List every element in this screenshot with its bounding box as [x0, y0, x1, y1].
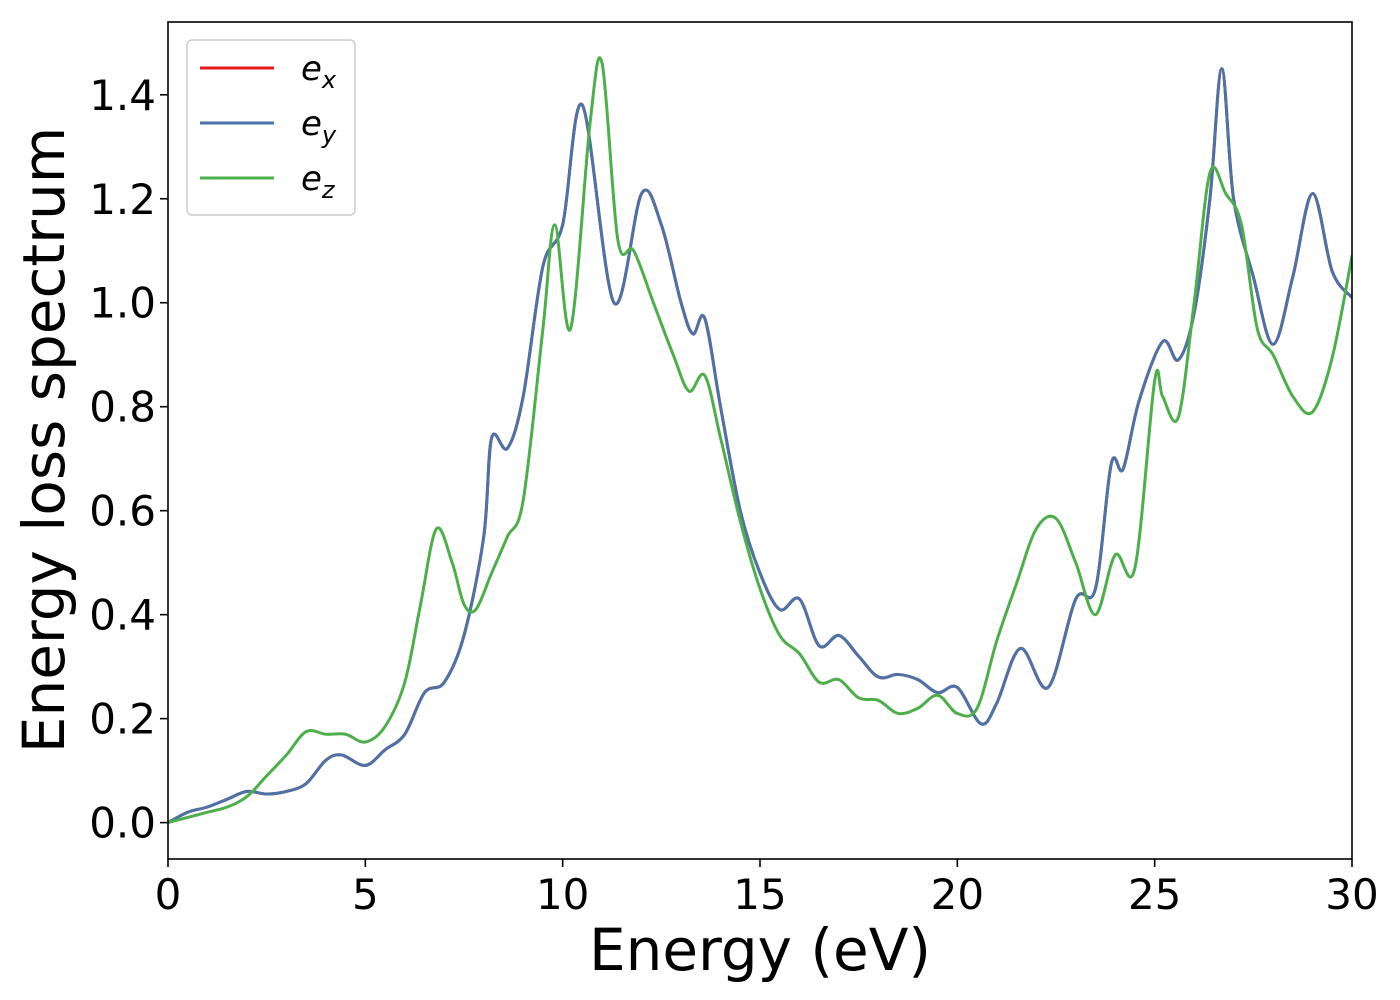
y-tick-label: 0.8 — [89, 383, 156, 432]
legend-label-x: ex — [301, 49, 337, 94]
y-tick-label: 0.4 — [89, 591, 156, 640]
x-axis-title: Energy (eV) — [589, 916, 931, 984]
legend-label-y: ey — [301, 104, 337, 149]
y-axis-title: Energy loss spectrum — [10, 127, 78, 753]
legend-box — [186, 39, 356, 216]
x-tick-label: 30 — [1325, 870, 1378, 919]
y-tick-label: 0.6 — [89, 487, 156, 536]
x-tick-label: 0 — [155, 870, 182, 919]
y-tick-label: 0.2 — [89, 695, 156, 744]
y-axis: 0.0 0.2 0.4 0.6 0.8 1.0 1.2 1.4 — [89, 71, 168, 848]
y-tick-label: 1.4 — [89, 71, 156, 120]
x-tick-label: 15 — [733, 870, 786, 919]
x-tick-label: 20 — [931, 870, 984, 919]
legend: ex ey ez — [186, 39, 356, 216]
x-axis: 0 5 10 15 20 25 30 — [155, 859, 1379, 919]
y-tick-label: 0.0 — [89, 799, 156, 848]
series-line-z — [168, 56, 1352, 825]
x-tick-label: 10 — [536, 870, 589, 919]
x-tick-label: 25 — [1128, 870, 1181, 919]
series-layer — [168, 56, 1352, 825]
x-tick-label: 5 — [352, 870, 379, 919]
series-line-y — [168, 67, 1352, 825]
y-tick-label: 1.2 — [89, 175, 156, 224]
y-tick-label: 1.0 — [89, 279, 156, 328]
legend-label-z: ez — [301, 159, 336, 204]
